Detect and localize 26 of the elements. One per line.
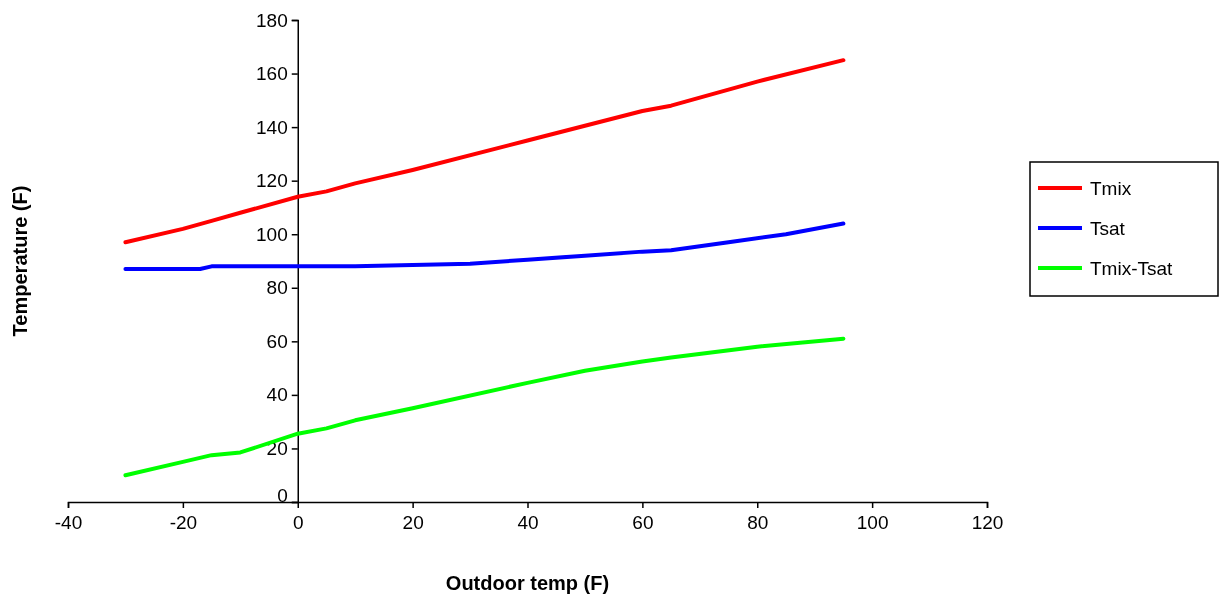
x-tick-label: -40	[54, 512, 83, 534]
line-series	[123, 221, 846, 272]
legend-label: Tmix	[1090, 178, 1132, 199]
x-tick-label: 40	[517, 512, 539, 534]
y-tick-label: 100	[256, 223, 288, 245]
line-series	[123, 58, 846, 245]
x-tick-label: 60	[632, 512, 654, 534]
y-axis-title: Temperature (F)	[9, 185, 31, 337]
y-tick-label: 0	[277, 484, 288, 506]
x-tick-label: 20	[402, 512, 424, 534]
y-tick-label: 180	[256, 9, 288, 31]
y-tick-label: 80	[266, 277, 288, 299]
x-tick-label: 120	[971, 512, 1004, 534]
x-tick-label: 80	[747, 512, 769, 534]
y-tick-label: 120	[256, 170, 288, 192]
line-series	[123, 336, 846, 478]
x-tick-label: 0	[292, 512, 304, 534]
y-tick-label: 40	[266, 384, 288, 406]
y-tick-label: 140	[256, 116, 288, 138]
legend-label: Tsat	[1090, 218, 1126, 239]
x-axis-title: Outdoor temp (F)	[445, 572, 610, 594]
legend-label: Tmix-Tsat	[1090, 258, 1174, 279]
y-tick-label: 160	[256, 63, 288, 85]
x-tick-label: -20	[169, 512, 198, 534]
y-tick-label: 60	[266, 330, 288, 352]
x-tick-label: 100	[856, 512, 889, 534]
